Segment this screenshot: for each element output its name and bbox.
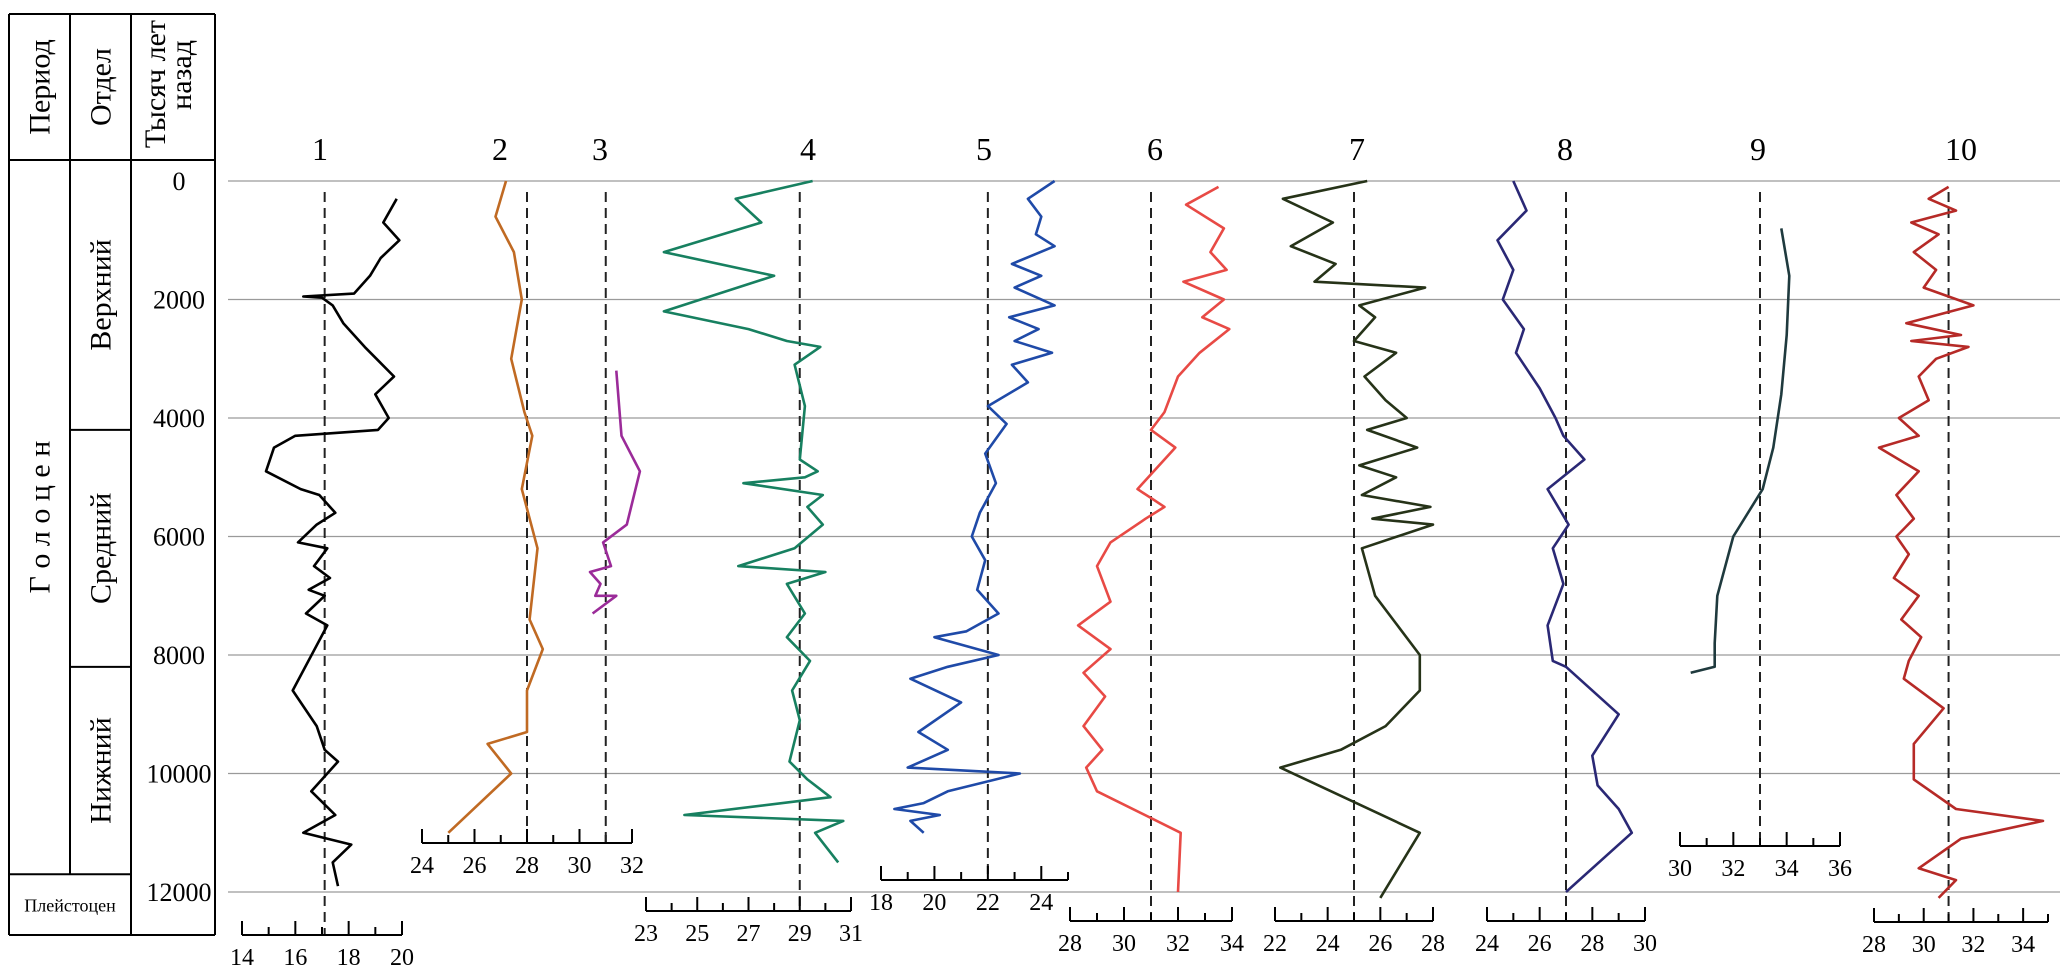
panel-label: 2 xyxy=(492,131,508,167)
panel-label: 7 xyxy=(1349,131,1365,167)
x-tick-label: 32 xyxy=(1166,931,1190,957)
x-tick-label: 16 xyxy=(283,945,307,971)
age-tick-label: 10000 xyxy=(147,760,212,789)
x-tick-label: 24 xyxy=(1316,931,1340,957)
x-tick-label: 34 xyxy=(1220,931,1244,957)
x-tick-label: 24 xyxy=(410,853,434,879)
x-tick-label: 32 xyxy=(1961,932,1985,958)
panel-label: 3 xyxy=(592,131,608,167)
x-tick-label: 22 xyxy=(1263,931,1287,957)
division-label: Верхний xyxy=(85,239,118,351)
panel-1: 1 14 16 18 20 xyxy=(230,131,414,971)
age-tick-label: 8000 xyxy=(153,641,205,670)
x-tick-label: 26 xyxy=(1528,931,1552,957)
period-label: Плейстоцен xyxy=(24,896,116,916)
panel-label: 1 xyxy=(312,131,328,167)
x-tick-label: 22 xyxy=(976,890,1000,916)
age-tick-label: 6000 xyxy=(153,523,205,552)
x-tick-label: 26 xyxy=(1368,931,1392,957)
header-age: Тысяч летназад xyxy=(139,20,198,148)
panel-10: 10 28 30 32 34 xyxy=(1862,131,2049,958)
panel-3: 3 xyxy=(588,131,642,843)
division-label: Средний xyxy=(85,493,118,604)
panel-9: 9 30 32 34 36 xyxy=(1668,131,1852,882)
x-tick-label: 18 xyxy=(337,945,361,971)
stratigraphy-table xyxy=(8,13,216,936)
x-tick-label: 30 xyxy=(1668,856,1692,882)
period-label: Г о л о ц е н xyxy=(24,441,57,594)
x-tick-label: 31 xyxy=(839,921,863,947)
division-label: Нижний xyxy=(85,717,118,824)
x-tick-label: 34 xyxy=(1775,856,1799,882)
x-tick-label: 27 xyxy=(737,921,761,947)
x-tick-label: 25 xyxy=(685,921,709,947)
series-line-1 xyxy=(264,198,401,887)
x-tick-label: 28 xyxy=(515,853,539,879)
panel-5: 5 18 20 22 24 xyxy=(869,131,1069,916)
header-period: Период xyxy=(24,39,57,134)
x-tick-label: 36 xyxy=(1828,856,1852,882)
age-tick-label: 0 xyxy=(173,167,186,196)
panel-4: 4 23 25 27 29 31 xyxy=(634,131,863,947)
panel-label: 5 xyxy=(976,131,992,167)
x-tick-label: 20 xyxy=(390,945,414,971)
x-tick-label: 30 xyxy=(568,853,592,879)
panel-label: 6 xyxy=(1147,131,1163,167)
panel-label: 8 xyxy=(1557,131,1573,167)
series-line-8 xyxy=(1496,180,1634,893)
panel-8: 8 24 26 28 30 xyxy=(1475,131,1657,957)
age-tick-label: 12000 xyxy=(147,878,212,907)
x-tick-label: 30 xyxy=(1633,931,1657,957)
panel-label: 4 xyxy=(800,131,816,167)
series-line-2 xyxy=(447,180,545,834)
age-tick-label: 4000 xyxy=(153,404,205,433)
x-tick-label: 30 xyxy=(1912,932,1936,958)
panel-7: 7 22 24 26 28 xyxy=(1263,131,1445,957)
x-tick-label: 18 xyxy=(869,890,893,916)
x-tick-label: 28 xyxy=(1580,931,1604,957)
header-division: Отдел xyxy=(85,48,118,126)
x-tick-label: 24 xyxy=(1029,890,1053,916)
x-tick-label: 23 xyxy=(634,921,658,947)
x-tick-label: 28 xyxy=(1862,932,1886,958)
panel-6: 6 28 30 32 34 xyxy=(1058,131,1244,957)
x-tick-label: 34 xyxy=(2011,932,2035,958)
x-tick-label: 32 xyxy=(620,853,644,879)
panel-label: 10 xyxy=(1945,131,1977,167)
x-tick-label: 20 xyxy=(922,890,946,916)
x-tick-label: 26 xyxy=(463,853,487,879)
series-line-10 xyxy=(1877,185,2045,899)
age-tick-label: 2000 xyxy=(153,286,205,315)
panel-label: 9 xyxy=(1750,131,1766,167)
x-tick-label: 32 xyxy=(1721,856,1745,882)
x-tick-label: 30 xyxy=(1112,931,1136,957)
series-line-6 xyxy=(1076,185,1231,893)
panel-2: 2 24 26 28 30 32 xyxy=(410,131,644,879)
series-line-5 xyxy=(893,179,1056,834)
x-tick-label: 24 xyxy=(1475,931,1499,957)
x-tick-label: 28 xyxy=(1421,931,1445,957)
series-line-4 xyxy=(662,179,845,864)
x-tick-label: 14 xyxy=(230,945,254,971)
series-line-3 xyxy=(588,370,642,615)
series-line-9 xyxy=(1690,228,1791,675)
series-line-7 xyxy=(1279,179,1435,899)
x-tick-label: 28 xyxy=(1058,931,1082,957)
x-tick-label: 29 xyxy=(788,921,812,947)
